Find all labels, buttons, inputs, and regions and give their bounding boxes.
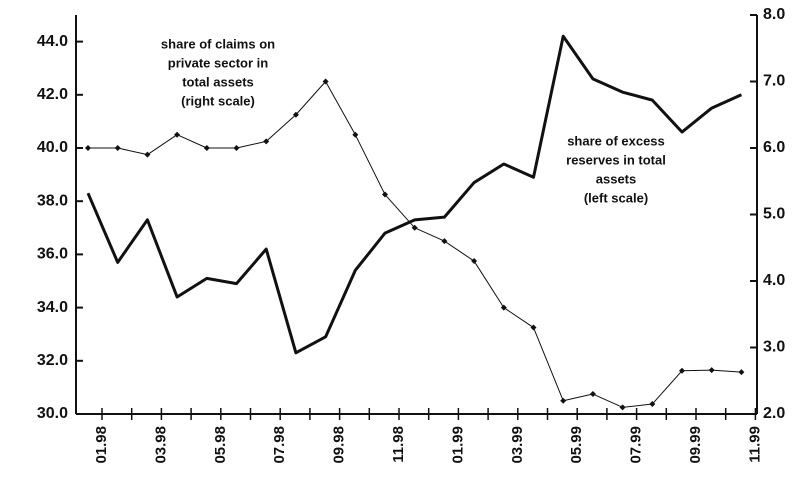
x-tick-label: 01.99 — [449, 426, 466, 464]
x-tick-label: 05.98 — [212, 426, 229, 464]
point — [322, 78, 329, 85]
point — [292, 111, 299, 118]
series-line — [88, 81, 742, 408]
point — [649, 401, 656, 408]
y2-tick-label: 4.0 — [763, 272, 785, 289]
y-tick-label: 34.0 — [37, 299, 68, 316]
annotation: share of excess — [567, 133, 665, 148]
annotation: assets — [596, 171, 636, 186]
point — [263, 138, 270, 145]
point — [679, 367, 685, 374]
point — [589, 391, 596, 398]
y2-tick-label: 3.0 — [763, 339, 785, 356]
x-tick-label: 11.99 — [746, 426, 763, 463]
x-tick-label: 01.98 — [93, 426, 110, 464]
y2-tick-label: 5.0 — [763, 206, 785, 223]
point — [144, 151, 151, 158]
point — [619, 404, 626, 411]
point — [114, 145, 121, 151]
x-tick-label: 03.98 — [152, 426, 169, 464]
point — [560, 397, 567, 404]
y-tick-label: 42.0 — [37, 86, 68, 103]
annotation: reserves in total — [566, 152, 666, 167]
point — [411, 224, 418, 231]
annotation: private sector in — [168, 55, 268, 70]
point — [530, 324, 537, 331]
x-tick-label: 07.99 — [628, 426, 645, 464]
point — [85, 145, 91, 151]
point — [352, 131, 359, 138]
point — [738, 369, 745, 376]
series-line — [86, 34, 743, 355]
y-tick-label: 32.0 — [37, 352, 68, 369]
y2-tick-label: 8.0 — [763, 6, 785, 23]
point — [382, 191, 388, 198]
annotation: (right scale) — [181, 93, 255, 108]
point — [174, 131, 181, 138]
x-tick-label: 09.98 — [331, 426, 348, 464]
point — [233, 145, 240, 151]
y-tick-label: 40.0 — [37, 139, 68, 156]
y-tick-label: 36.0 — [37, 246, 68, 263]
y2-tick-label: 6.0 — [763, 139, 785, 156]
x-tick-label: 05.99 — [568, 426, 585, 464]
x-tick-label: 07.98 — [271, 426, 288, 464]
point — [708, 367, 715, 374]
x-tick-label: 03.99 — [509, 426, 526, 464]
y2-tick-label: 7.0 — [763, 73, 785, 90]
point — [500, 304, 507, 311]
y-tick-label: 30.0 — [37, 405, 68, 422]
annotation: total assets — [182, 74, 254, 89]
annotation: (left scale) — [584, 190, 648, 205]
point — [441, 238, 448, 245]
y2-tick-label: 2.0 — [763, 405, 785, 422]
x-tick-label: 09.99 — [687, 426, 704, 464]
point — [203, 145, 210, 151]
point — [471, 258, 478, 265]
annotation: share of claims on — [161, 36, 275, 51]
x-tick-label: 11.98 — [390, 426, 407, 463]
y-tick-label: 44.0 — [37, 33, 68, 50]
y-tick-label: 38.0 — [37, 192, 68, 209]
